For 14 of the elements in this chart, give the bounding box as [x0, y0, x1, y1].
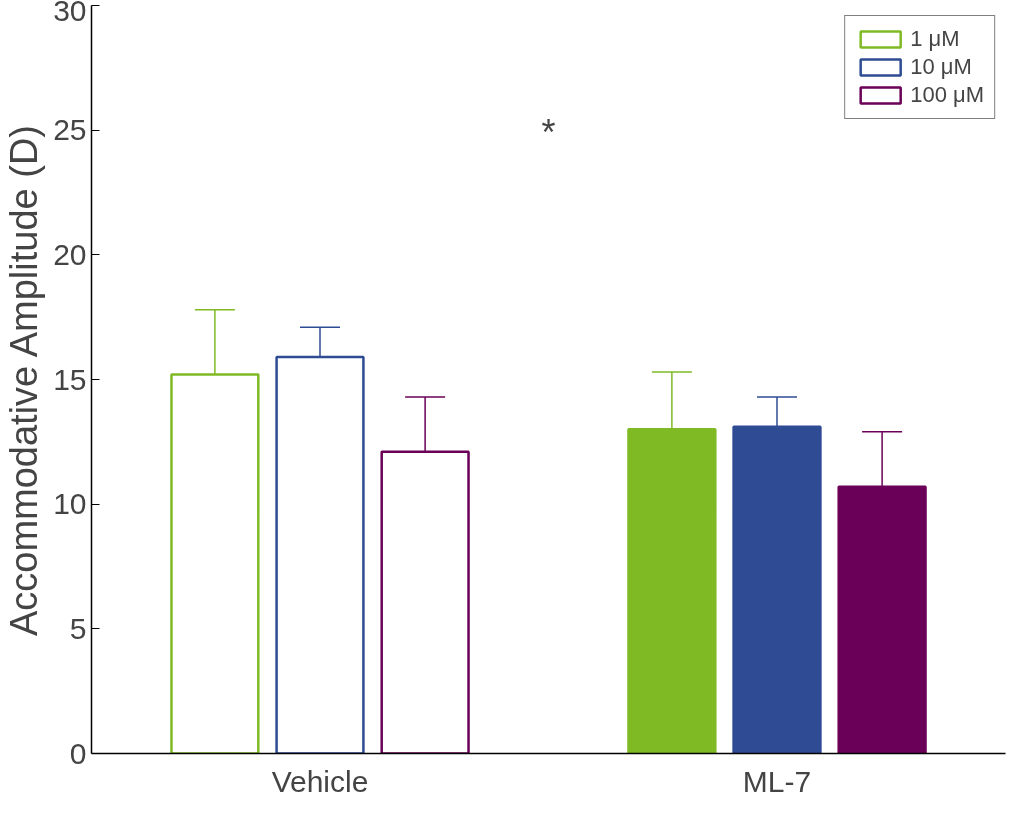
y-tick-label: 25: [53, 113, 87, 147]
legend-label: 1 μM: [910, 26, 960, 52]
y-tick-label: 0: [69, 736, 87, 770]
x-tick-label: ML-7: [742, 764, 812, 798]
y-tick-label: 15: [53, 362, 87, 396]
y-tick-label: 5: [69, 611, 87, 645]
y-tick-label: 10: [53, 487, 87, 521]
annotation: *: [541, 111, 556, 153]
y-tick-label: 20: [53, 237, 87, 271]
y-axis-title: Accommodative Amplitude (D): [3, 125, 46, 637]
y-tick-label: 30: [53, 0, 87, 27]
x-tick-label: Vehicle: [271, 764, 369, 798]
legend-label: 10 μM: [910, 54, 972, 80]
legend-label: 100 μM: [910, 82, 984, 108]
